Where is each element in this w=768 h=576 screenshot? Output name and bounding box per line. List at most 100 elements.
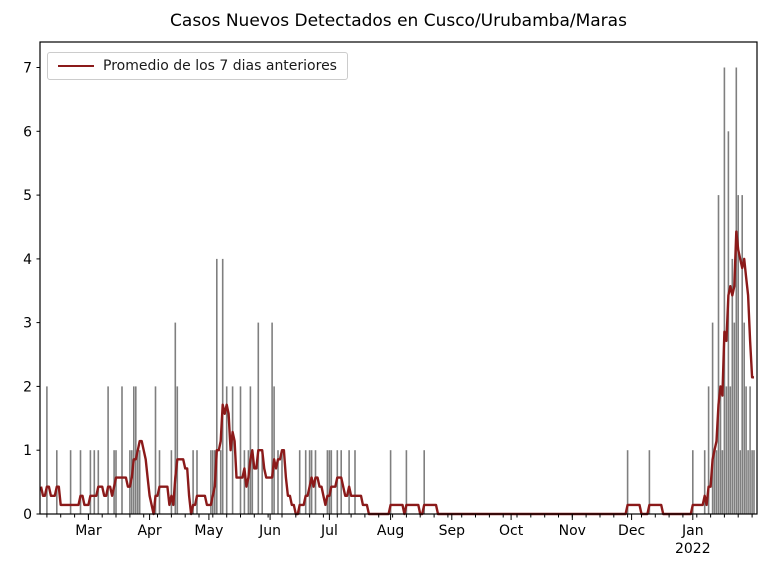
daily-cases-bar: [735, 67, 738, 514]
daily-cases-bar: [231, 386, 234, 514]
daily-cases-bar: [739, 450, 741, 514]
daily-cases-bar: [721, 450, 724, 514]
y-tick-label: 2: [23, 379, 32, 395]
daily-cases-bar: [93, 450, 96, 514]
daily-cases-bar: [423, 450, 425, 514]
daily-cases-bar: [729, 386, 732, 514]
daily-cases-bar: [648, 450, 651, 514]
y-tick-label: 6: [23, 124, 32, 140]
y-tick-label: 4: [23, 252, 32, 268]
daily-cases-bar: [138, 450, 141, 514]
y-tick-label: 5: [23, 188, 32, 204]
x-tick-label: Sep: [439, 523, 466, 539]
legend-line-swatch: [58, 64, 94, 68]
daily-cases-bar: [330, 450, 333, 514]
daily-cases-bar: [239, 386, 242, 514]
daily-cases-bar: [192, 450, 194, 514]
x-tick-label: Mar: [75, 523, 102, 539]
daily-cases-bar: [46, 386, 48, 514]
daily-cases-bar: [725, 386, 728, 514]
daily-cases-bar: [158, 450, 161, 514]
daily-cases-bar: [715, 450, 718, 514]
daily-cases-bar: [707, 386, 710, 514]
daily-cases-bar: [277, 450, 279, 514]
daily-cases-bar: [281, 450, 283, 514]
daily-cases-bar: [196, 450, 198, 514]
daily-cases-bar: [170, 450, 173, 514]
daily-cases-bar: [133, 386, 135, 514]
daily-cases-bar: [107, 386, 109, 514]
daily-cases-bar: [719, 386, 722, 514]
daily-cases-bar: [405, 450, 408, 514]
daily-cases-bar: [733, 322, 736, 514]
x-tick-label: Apr: [137, 523, 161, 539]
x-tick-label: Jan: [681, 523, 704, 539]
daily-cases-bar: [69, 450, 72, 514]
y-tick-label: 1: [23, 443, 32, 459]
daily-cases-bar: [747, 450, 749, 514]
daily-cases-bar: [216, 258, 218, 514]
daily-cases-bar: [273, 386, 275, 514]
legend: Promedio de los 7 dias anteriores: [47, 52, 348, 80]
daily-cases-bar: [354, 450, 356, 514]
y-tick-label: 7: [23, 61, 32, 77]
x-tick-label: Dec: [618, 523, 645, 539]
daily-cases-bar: [626, 450, 629, 514]
daily-cases-bar: [692, 450, 694, 514]
daily-cases-bar: [225, 386, 228, 514]
daily-cases-bar: [703, 450, 706, 514]
daily-cases-bar: [154, 386, 157, 514]
daily-cases-bar: [243, 450, 246, 514]
x-axis-year-label: 2022: [675, 541, 711, 557]
daily-cases-bar: [257, 322, 260, 514]
x-tick-label: Jul: [320, 523, 338, 539]
daily-cases-bar: [745, 386, 747, 514]
daily-cases-bar: [121, 386, 123, 514]
daily-cases-bar: [737, 195, 739, 514]
x-tick-label: Jun: [258, 523, 281, 539]
x-tick-label: Oct: [499, 523, 524, 539]
daily-cases-bar: [304, 450, 307, 514]
daily-cases-bar: [56, 450, 58, 514]
daily-cases-bar: [251, 450, 254, 514]
daily-cases-bar: [751, 450, 753, 514]
chart-title: Casos Nuevos Detectados en Cusco/Urubamb…: [170, 11, 627, 31]
daily-cases-bar: [753, 450, 755, 514]
daily-cases-bar: [298, 450, 301, 514]
x-tick-label: May: [194, 523, 223, 539]
daily-cases-bar: [713, 450, 716, 514]
daily-cases-bar: [717, 195, 720, 514]
daily-cases-bar: [741, 195, 743, 514]
daily-cases-bar: [212, 450, 214, 514]
daily-cases-bar: [135, 386, 137, 514]
x-tick-label: Nov: [559, 523, 586, 539]
daily-cases-bar: [79, 450, 82, 514]
daily-cases-bar: [249, 386, 252, 514]
daily-cases-bar: [743, 322, 745, 514]
daily-cases-bar: [723, 67, 726, 514]
daily-cases-bar: [328, 450, 331, 514]
daily-cases-bar: [389, 450, 392, 514]
daily-cases-bar: [176, 386, 179, 514]
seven-day-average-line: [39, 230, 754, 516]
daily-cases-bar: [261, 450, 263, 514]
legend-label: Promedio de los 7 dias anteriores: [103, 58, 337, 74]
daily-cases-bar: [731, 258, 734, 514]
daily-cases-bar: [210, 450, 212, 514]
y-tick-label: 0: [23, 507, 32, 523]
daily-cases-bar: [326, 450, 329, 514]
daily-cases-bar: [219, 450, 222, 514]
x-tick-label: Aug: [377, 523, 404, 539]
daily-cases-bar: [221, 258, 224, 514]
daily-cases-bar: [137, 450, 139, 514]
daily-cases-bar: [348, 450, 350, 514]
daily-cases-bar: [711, 322, 714, 514]
axes-spines: [39, 41, 758, 515]
daily-cases-bar: [97, 450, 100, 514]
daily-cases-bar: [749, 386, 751, 514]
daily-cases-bar: [271, 322, 273, 514]
daily-cases-bar: [89, 450, 92, 514]
y-tick-label: 3: [23, 316, 32, 332]
